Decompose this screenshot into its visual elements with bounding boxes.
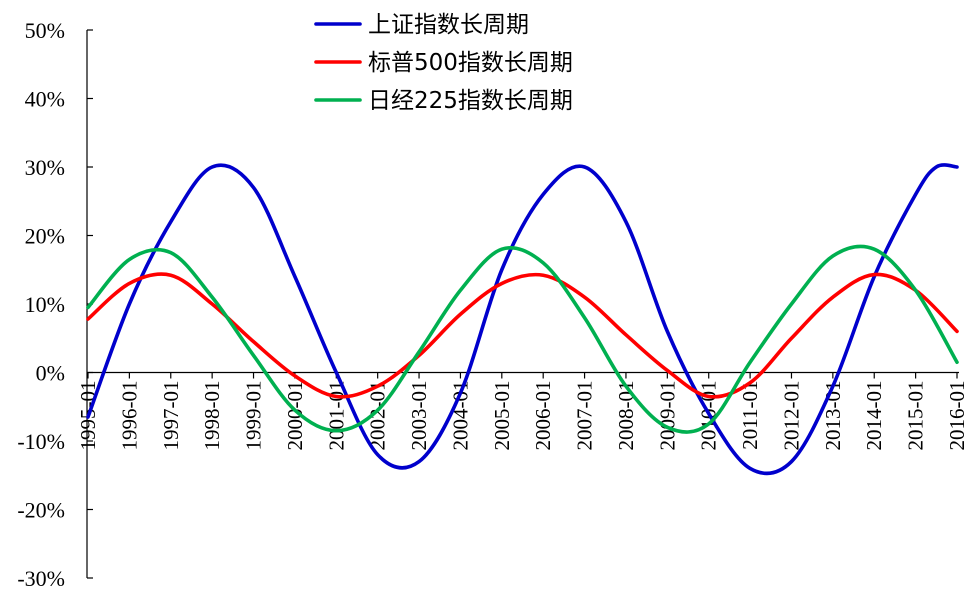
x-tick-label: 1997-01	[159, 381, 183, 451]
x-tick-label: 2009-01	[655, 381, 679, 451]
y-tick-label: -10%	[17, 429, 65, 454]
x-tick-label: 2016-01	[945, 381, 969, 451]
x-tick-label: 2003-01	[407, 381, 431, 451]
y-tick-label: 50%	[25, 18, 65, 43]
y-tick-label: -30%	[17, 566, 65, 591]
y-tick-label: -20%	[17, 498, 65, 523]
x-tick-label: 2008-01	[614, 381, 638, 451]
y-tick-label: 40%	[25, 87, 65, 112]
x-tick-label: 2006-01	[531, 381, 555, 451]
x-tick-label: 2007-01	[573, 381, 597, 451]
x-tick-label: 1999-01	[242, 381, 266, 451]
series-group	[86, 163, 959, 476]
x-tick-label: 1998-01	[200, 381, 224, 451]
x-tick-label: 2013-01	[821, 381, 845, 451]
y-axis: 50% 40% 30% 20% 10% 0% -10% -20% -30%	[17, 18, 93, 591]
legend-label-1: 标普500指数长周期	[368, 50, 573, 76]
series-line-2	[86, 244, 959, 434]
x-tick-label: 2014-01	[862, 381, 886, 451]
x-tick-label: 1996-01	[117, 381, 141, 451]
y-tick-label: 0%	[36, 361, 65, 386]
y-tick-label: 30%	[25, 155, 65, 180]
x-tick-label: 2015-01	[904, 381, 928, 451]
legend-label-0: 上证指数长周期	[368, 12, 529, 38]
series-line-0	[86, 163, 959, 476]
y-tick-label: 10%	[25, 292, 65, 317]
x-tick-label: 2011-01	[738, 381, 762, 450]
y-tick-label: 20%	[25, 224, 65, 249]
x-tick-label: 2012-01	[779, 381, 803, 451]
legend-label-2: 日经225指数长周期	[368, 88, 573, 114]
series-line-1	[86, 272, 959, 399]
x-tick-label: 2005-01	[490, 381, 514, 451]
